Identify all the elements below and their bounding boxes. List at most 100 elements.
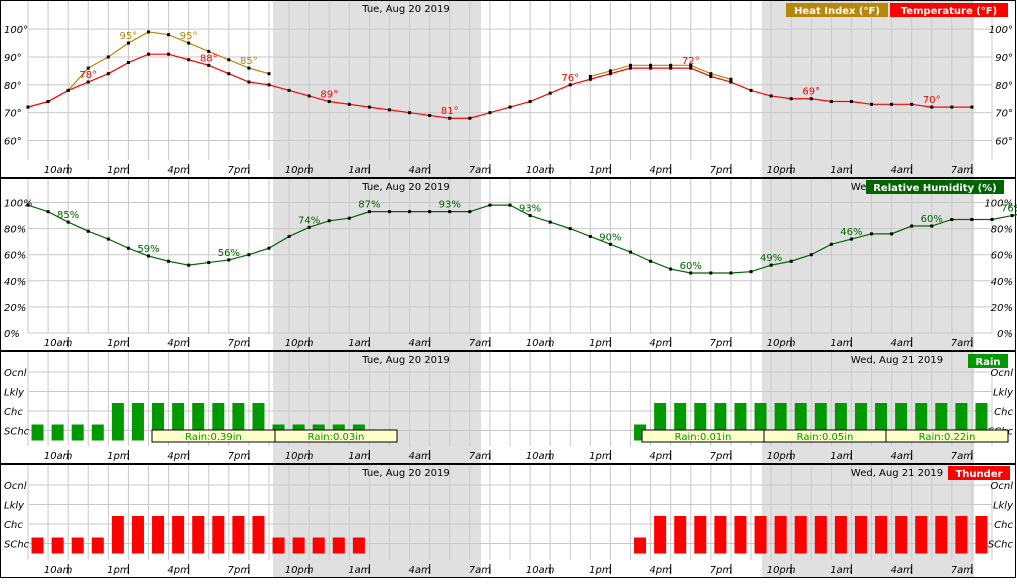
thunder-bar bbox=[714, 516, 727, 554]
temperature-point bbox=[508, 105, 512, 109]
night-shade bbox=[762, 179, 974, 350]
thunder-bar bbox=[91, 537, 104, 554]
thunder-bar bbox=[172, 516, 185, 554]
legend-relative-humidity-box bbox=[866, 180, 1004, 194]
x-tick-label: 4pm bbox=[649, 165, 672, 176]
humidity-data-label: 90% bbox=[599, 232, 621, 243]
temperature-point bbox=[207, 63, 211, 67]
y-tick-label-right: 80° bbox=[995, 81, 1013, 92]
x-tick-label: 10pm bbox=[767, 565, 796, 576]
temperature-point bbox=[649, 66, 653, 70]
x-tick-label: 10pm bbox=[285, 451, 314, 462]
y-tick-label-left: 60° bbox=[4, 137, 22, 148]
y-tick-label-right: Chc bbox=[994, 407, 1013, 418]
x-tick-label: 1am bbox=[830, 565, 852, 576]
thunder-bar bbox=[634, 537, 647, 554]
humidity-point bbox=[689, 271, 693, 275]
x-tick-label: 7am bbox=[951, 451, 973, 462]
x-tick-label: 4pm bbox=[167, 565, 190, 576]
x-tick-label: 1pm bbox=[589, 565, 612, 576]
legend-rain: Rain bbox=[976, 357, 1001, 368]
night-shade bbox=[762, 1, 974, 177]
temperature-data-label: 81° bbox=[441, 106, 459, 117]
heat-index-day2-point bbox=[689, 63, 693, 67]
y-tick-label-right: Ocnl bbox=[991, 368, 1014, 379]
legend-heat-index: Heat Index (°F) bbox=[794, 6, 880, 17]
temperature-data-label: 78° bbox=[79, 70, 97, 81]
thunder-bar bbox=[272, 537, 285, 554]
humidity-point bbox=[769, 263, 773, 267]
humidity-point bbox=[227, 258, 231, 262]
y-tick-label-right: 70° bbox=[995, 109, 1013, 120]
humidity-point bbox=[187, 263, 191, 267]
y-tick-label-right: 60° bbox=[995, 137, 1013, 148]
temperature-point bbox=[488, 111, 492, 115]
x-tick-label: 4pm bbox=[167, 451, 190, 462]
y-tick-label-right: 20% bbox=[991, 303, 1013, 314]
x-tick-label: 1am bbox=[348, 165, 370, 176]
y-tick-label-left: 90° bbox=[4, 53, 22, 64]
legend-heat-index-box bbox=[786, 3, 888, 17]
temperature-point bbox=[729, 80, 733, 84]
x-tick-label: 10pm bbox=[285, 565, 314, 576]
temperature-line bbox=[27, 53, 972, 119]
x-tick-label: 7am bbox=[951, 338, 973, 349]
night-shade bbox=[273, 352, 481, 463]
y-tick-label-left: Lkly bbox=[4, 388, 25, 399]
heat-index-point bbox=[207, 49, 211, 53]
temperature-point bbox=[629, 66, 632, 70]
x-tick-label: 1am bbox=[830, 338, 852, 349]
x-tick-label: 1am bbox=[830, 451, 852, 462]
temperature-point bbox=[327, 100, 331, 104]
temperature-point bbox=[428, 113, 432, 117]
night-shade bbox=[273, 179, 481, 350]
temperature-point bbox=[388, 108, 391, 112]
panel-border bbox=[0, 178, 1016, 351]
heat-index-day2-point bbox=[608, 69, 612, 73]
humidity-data-label: 49% bbox=[760, 253, 782, 264]
x-tick-label: 7pm bbox=[228, 338, 251, 349]
humidity-point bbox=[488, 203, 492, 207]
temperature-point bbox=[448, 116, 452, 120]
x-tick-label: 7am bbox=[951, 165, 973, 176]
y-tick-label-right: Chc bbox=[994, 520, 1013, 531]
x-tick-label: 4am bbox=[891, 165, 913, 176]
y-tick-label-right: 0% bbox=[997, 329, 1013, 340]
humidity-point bbox=[1010, 214, 1014, 218]
humidity-point bbox=[428, 210, 432, 214]
temperature-point bbox=[307, 94, 311, 98]
humidity-point bbox=[849, 237, 853, 241]
temperature-point bbox=[910, 102, 914, 106]
heat-index-point bbox=[86, 66, 90, 70]
legend-rain-box bbox=[968, 354, 1008, 368]
heat-index-point bbox=[247, 66, 251, 70]
x-tick-label: 4pm bbox=[649, 565, 672, 576]
thunder-bar bbox=[915, 516, 928, 554]
x-tick-label: 10pm bbox=[767, 338, 796, 349]
temperature-point bbox=[66, 88, 70, 92]
x-tick-label: 4am bbox=[409, 165, 431, 176]
x-tick-label: 4am bbox=[409, 451, 431, 462]
humidity-data-label: 93% bbox=[439, 200, 461, 211]
y-tick-label-left: 60% bbox=[4, 251, 26, 262]
humidity-data-label: 87% bbox=[358, 200, 380, 211]
humidity-point bbox=[709, 271, 713, 275]
thunder-bar bbox=[654, 516, 667, 554]
temperature-data-label: 72° bbox=[682, 56, 700, 67]
thunder-bar bbox=[935, 516, 948, 554]
humidity-point bbox=[950, 217, 954, 221]
x-tick-label: 7am bbox=[469, 565, 491, 576]
temperature-point bbox=[930, 105, 934, 109]
rain-amount-box bbox=[885, 429, 1009, 443]
humidity-point bbox=[870, 232, 873, 236]
x-tick-label: 7am bbox=[469, 338, 491, 349]
date-label: Tue, Aug 20 2019 bbox=[361, 4, 450, 15]
x-tick-label: 1pm bbox=[589, 338, 612, 349]
humidity-data-label: 60% bbox=[921, 214, 943, 225]
y-tick-label-right: SChc bbox=[988, 540, 1014, 551]
x-tick-label: 10am bbox=[44, 165, 73, 176]
panel-thunder: 10am 1pm 4pm 7pm 10pm 1am 4am 7am 10am 1pm 4pm 7pm 1… bbox=[0, 464, 1017, 578]
humidity-point bbox=[508, 203, 512, 207]
humidity-point bbox=[930, 224, 934, 228]
temperature-data-label: 70° bbox=[923, 95, 941, 106]
